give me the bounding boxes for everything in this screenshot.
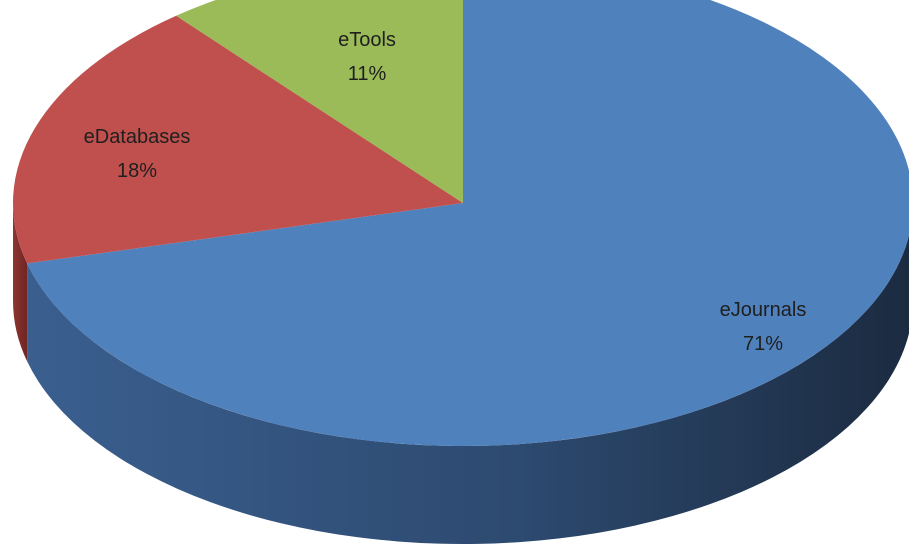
pie-top-faces bbox=[13, 0, 909, 446]
pie-label-etools-name: eTools bbox=[338, 29, 396, 51]
pie-slice-ejournals bbox=[27, 0, 909, 446]
pie-label-edatabases-name: eDatabases bbox=[84, 126, 191, 148]
pie-side-edatabases bbox=[13, 203, 28, 362]
pie-label-etools-percent: 11% bbox=[348, 63, 387, 85]
pie-side-ejournals bbox=[27, 234, 909, 544]
pie-label-ejournals-percent: 71% bbox=[743, 333, 783, 355]
pie-slice-edatabases bbox=[13, 15, 464, 264]
pie-side-walls bbox=[13, 203, 909, 544]
pie-data-labels: eJournals 71% eDatabases 18% eTools 11% bbox=[84, 29, 807, 355]
pie-label-ejournals-name: eJournals bbox=[720, 299, 807, 321]
pie-label-edatabases-percent: 18% bbox=[117, 160, 157, 182]
pie-slice-etools bbox=[176, 0, 463, 203]
